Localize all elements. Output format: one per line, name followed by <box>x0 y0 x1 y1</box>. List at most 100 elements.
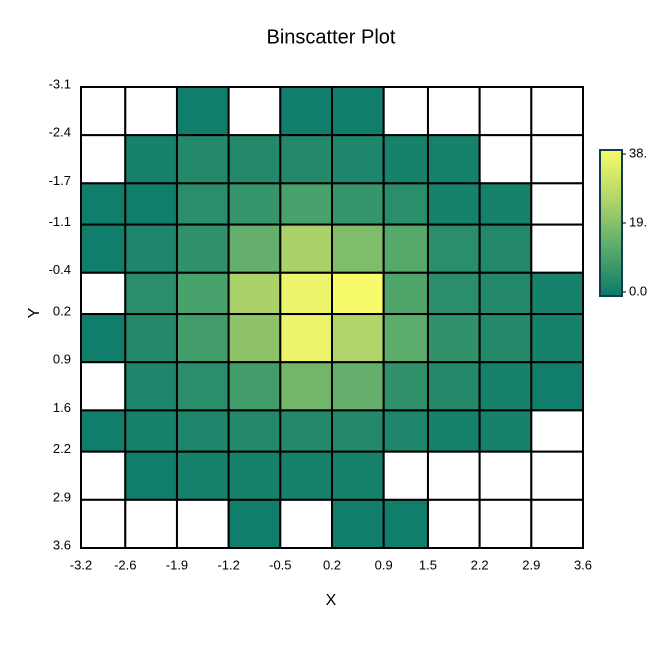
cell <box>279 271 333 316</box>
cell <box>124 223 178 274</box>
y-tick-label: -1.7 <box>49 173 71 188</box>
empty-cell <box>80 450 127 501</box>
empty-cell <box>530 182 585 226</box>
x-tick-label: 0.9 <box>375 557 393 572</box>
empty-cell <box>227 86 282 137</box>
y-tick-label: 0.2 <box>53 303 71 318</box>
cell <box>530 361 585 412</box>
empty-cell <box>80 134 127 185</box>
cell <box>331 313 385 364</box>
cell <box>80 313 127 364</box>
empty-cell <box>80 361 127 412</box>
y-tick-label: 0.9 <box>53 352 71 367</box>
empty-cell <box>530 409 585 453</box>
cell <box>227 271 282 316</box>
cell <box>382 182 429 226</box>
cell <box>175 313 230 364</box>
empty-cell <box>382 450 429 501</box>
y-tick-label: -3.1 <box>49 76 71 91</box>
cell <box>382 361 429 412</box>
chart-title: Binscatter Plot <box>267 26 396 48</box>
empty-cell <box>530 450 585 501</box>
empty-cell <box>80 271 127 316</box>
cell <box>80 223 127 274</box>
y-tick-label: 1.6 <box>53 400 71 415</box>
empty-cell <box>530 86 585 137</box>
empty-cell <box>530 223 585 274</box>
cell <box>331 86 385 137</box>
empty-cell <box>478 134 533 185</box>
cell <box>426 223 481 274</box>
empty-cell <box>80 498 127 549</box>
empty-cell <box>382 86 429 137</box>
empty-cell <box>426 86 481 137</box>
cell <box>175 86 230 137</box>
x-tick-label: 3.6 <box>574 557 592 572</box>
cell <box>124 409 178 453</box>
colorbar-tick-label: 0.0 <box>629 283 647 298</box>
cell <box>478 313 533 364</box>
x-tick-label: 2.2 <box>471 557 489 572</box>
cell <box>426 409 481 453</box>
cell <box>124 134 178 185</box>
cell <box>80 409 127 453</box>
cell <box>124 313 178 364</box>
y-axis-label: Y <box>26 307 43 318</box>
y-tick-label: -0.4 <box>49 262 71 277</box>
cell <box>478 361 533 412</box>
cell <box>382 498 429 549</box>
cell <box>331 134 385 185</box>
cell <box>279 409 333 453</box>
cell <box>426 361 481 412</box>
cell <box>80 182 127 226</box>
cell <box>175 182 230 226</box>
cell <box>478 182 533 226</box>
empty-cell <box>478 86 533 137</box>
empty-cell <box>426 450 481 501</box>
cell <box>382 409 429 453</box>
cell <box>227 361 282 412</box>
cell <box>478 271 533 316</box>
cell <box>478 223 533 274</box>
cell <box>124 182 178 226</box>
cell <box>175 361 230 412</box>
x-tick-label: -1.2 <box>217 557 239 572</box>
x-tick-label: -1.9 <box>166 557 188 572</box>
colorbar <box>599 149 623 297</box>
cell <box>426 182 481 226</box>
empty-cell <box>426 498 481 549</box>
empty-cell <box>530 498 585 549</box>
x-axis-label: X <box>326 592 337 609</box>
cell <box>227 409 282 453</box>
cell <box>227 313 282 364</box>
cell <box>124 271 178 316</box>
colorbar-tick-label: 19. <box>629 214 647 229</box>
cell <box>478 409 533 453</box>
cell <box>331 409 385 453</box>
cell <box>279 182 333 226</box>
cell <box>227 498 282 549</box>
cell <box>279 86 333 137</box>
cell <box>175 134 230 185</box>
x-tick-label: 0.2 <box>323 557 341 572</box>
cell <box>227 223 282 274</box>
x-tick-label: -0.5 <box>269 557 291 572</box>
empty-cell <box>478 498 533 549</box>
cell <box>175 450 230 501</box>
empty-cell <box>124 86 178 137</box>
cell <box>227 450 282 501</box>
cell <box>382 134 429 185</box>
x-tick-label: 1.5 <box>419 557 437 572</box>
cell <box>426 313 481 364</box>
cell <box>227 134 282 185</box>
colorbar-tick-label: 38. <box>629 145 647 160</box>
cell <box>124 361 178 412</box>
cell <box>279 313 333 364</box>
y-tick-label: -2.4 <box>49 125 71 140</box>
empty-cell <box>279 498 333 549</box>
cell <box>124 450 178 501</box>
cell <box>279 361 333 412</box>
cell <box>426 134 481 185</box>
y-tick-label: -1.1 <box>49 214 71 229</box>
